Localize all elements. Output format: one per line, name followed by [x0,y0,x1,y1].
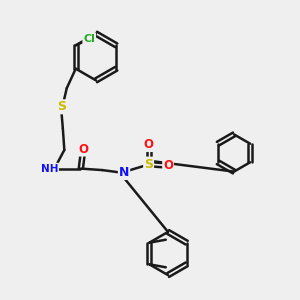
Text: O: O [144,138,154,151]
Text: O: O [163,159,173,172]
Text: S: S [57,100,66,113]
Text: N: N [119,166,129,179]
Text: NH: NH [40,164,58,174]
Text: Cl: Cl [83,34,95,44]
Text: S: S [144,158,153,171]
Text: O: O [78,142,88,156]
